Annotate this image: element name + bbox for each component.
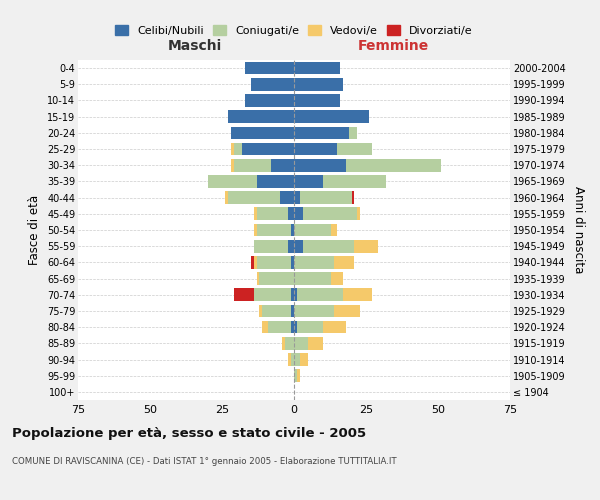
Bar [294,370,297,382]
Bar [251,256,254,268]
Bar [257,175,294,188]
Bar [294,175,323,188]
Bar [291,304,294,318]
Bar [294,94,340,107]
Bar [355,240,377,252]
Bar [228,110,294,123]
Bar [291,256,294,268]
Bar [334,256,355,268]
Bar [254,256,257,268]
Bar [233,159,271,172]
Bar [294,240,302,252]
Text: COMUNE DI RAVISCANINA (CE) - Dati ISTAT 1° gennaio 2005 - Elaborazione TUTTITALI: COMUNE DI RAVISCANINA (CE) - Dati ISTAT … [12,458,397,466]
Bar [346,159,441,172]
Text: Popolazione per età, sesso e stato civile - 2005: Popolazione per età, sesso e stato civil… [12,428,366,440]
Bar [230,142,233,156]
Bar [294,192,300,204]
Bar [283,337,286,349]
Legend: Celibi/Nubili, Coniugati/e, Vedovi/e, Divorziati/e: Celibi/Nubili, Coniugati/e, Vedovi/e, Di… [115,25,473,35]
Text: Femmine: Femmine [358,39,429,53]
Bar [208,175,257,188]
Bar [294,256,334,268]
Bar [349,126,358,139]
Bar [294,62,340,74]
Bar [286,337,294,349]
Bar [294,142,337,156]
Bar [352,192,355,204]
Bar [294,272,331,285]
Bar [254,240,288,252]
Bar [291,353,294,366]
Bar [302,208,358,220]
Y-axis label: Anni di nascita: Anni di nascita [572,186,585,274]
Bar [262,321,268,334]
Bar [254,208,257,220]
Bar [294,337,308,349]
Bar [245,62,294,74]
Bar [358,208,360,220]
Bar [294,321,297,334]
Bar [254,224,257,236]
Bar [257,208,288,220]
Bar [288,240,294,252]
Bar [268,321,291,334]
Bar [245,94,294,107]
Bar [294,78,343,90]
Bar [242,142,294,156]
Bar [271,159,294,172]
Bar [262,304,291,318]
Bar [297,370,300,382]
Bar [225,192,228,204]
Bar [288,353,291,366]
Bar [259,272,294,285]
Bar [294,126,349,139]
Bar [259,304,262,318]
Bar [288,208,294,220]
Bar [257,224,291,236]
Bar [331,224,337,236]
Bar [233,142,242,156]
Bar [230,159,233,172]
Bar [228,192,280,204]
Bar [254,288,291,301]
Bar [291,321,294,334]
Bar [294,110,369,123]
Bar [323,321,346,334]
Bar [294,208,302,220]
Bar [300,353,308,366]
Bar [294,304,334,318]
Bar [230,126,294,139]
Bar [280,192,294,204]
Bar [300,192,352,204]
Bar [257,272,259,285]
Bar [308,337,323,349]
Bar [294,224,331,236]
Text: Maschi: Maschi [167,39,222,53]
Y-axis label: Fasce di età: Fasce di età [28,195,41,265]
Bar [302,240,355,252]
Bar [294,159,346,172]
Bar [251,78,294,90]
Bar [291,224,294,236]
Bar [331,272,343,285]
Bar [297,321,323,334]
Bar [294,353,300,366]
Bar [337,142,372,156]
Bar [257,256,291,268]
Bar [297,288,343,301]
Bar [334,304,360,318]
Bar [233,288,254,301]
Bar [343,288,372,301]
Bar [291,288,294,301]
Bar [323,175,386,188]
Bar [294,288,297,301]
